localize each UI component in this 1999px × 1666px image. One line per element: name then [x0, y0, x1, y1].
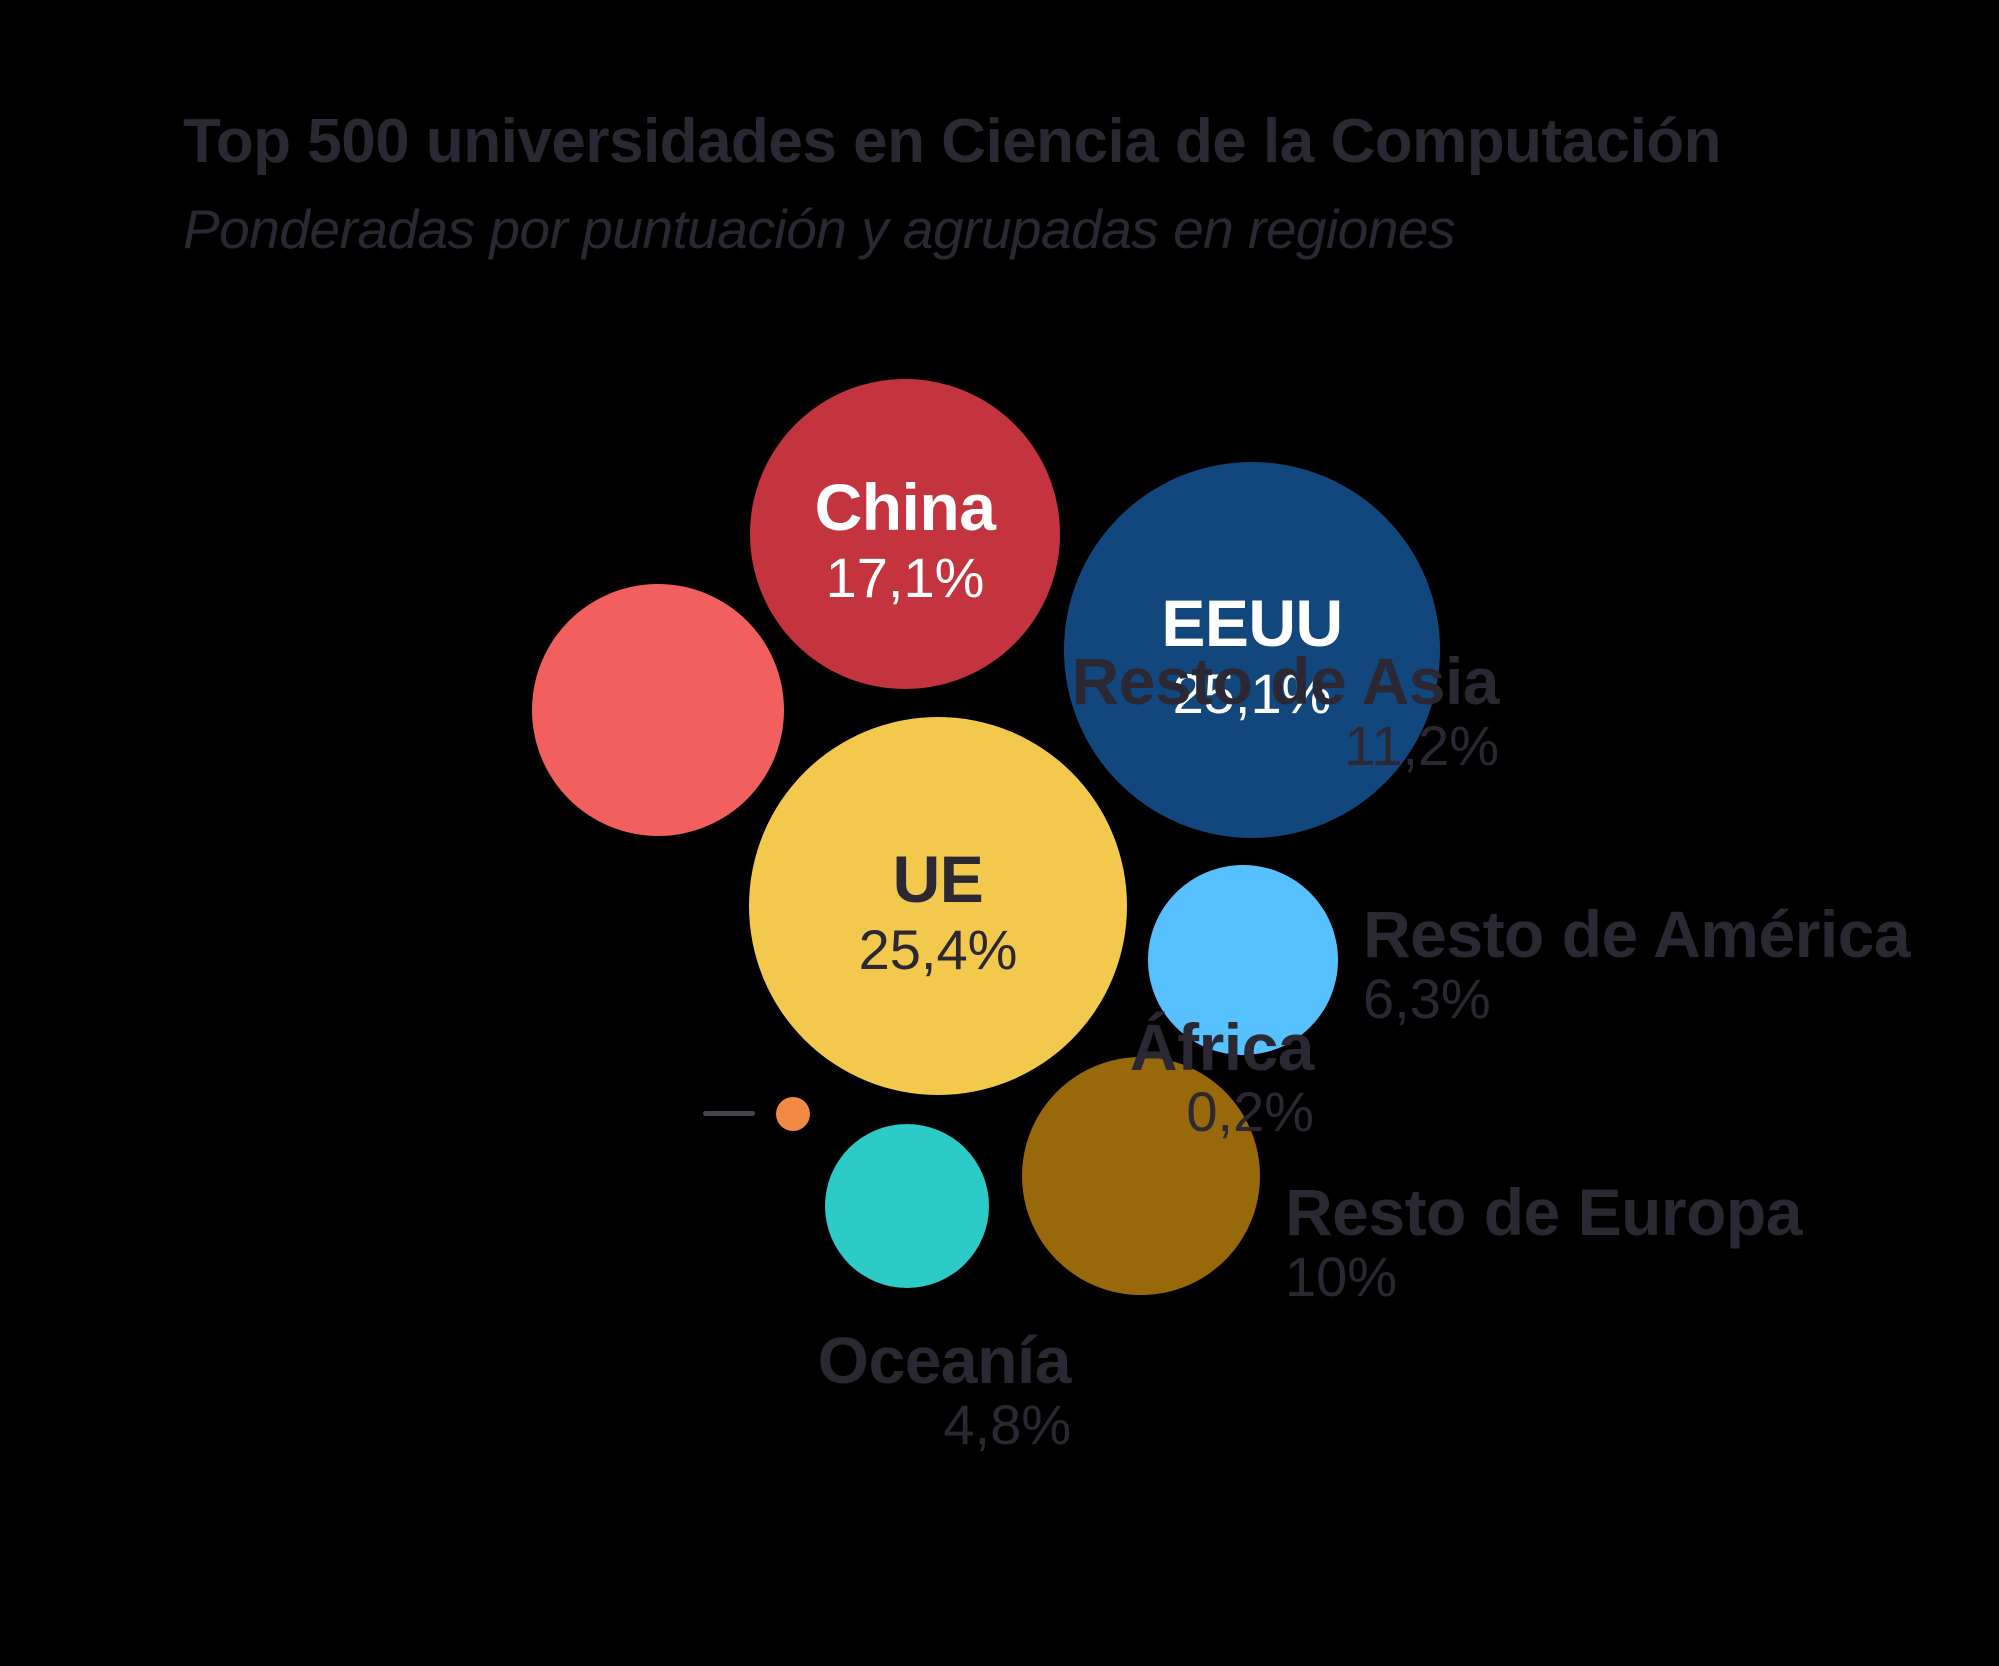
bubble-ue: UE 25,4%	[749, 717, 1127, 1095]
region-name-resto-de-america: Resto de América	[1363, 897, 1911, 971]
bubble-label-eeuu: EEUU 25,1%	[1161, 586, 1343, 725]
page-title: Top 500 universidades en Ciencia de la C…	[183, 107, 1722, 176]
region-pct-resto-de-europa: 10%	[1285, 1245, 1398, 1308]
region-label-resto-de-america: Resto de América 6,3%	[1363, 897, 1911, 1030]
bubble-china: China 17,1%	[750, 379, 1060, 689]
region-label-resto-de-europa: Resto de Europa 10%	[1285, 1179, 1802, 1305]
bubble-eeuu: EEUU 25,1%	[1064, 462, 1440, 838]
region-pct-resto-de-america: 6,3%	[1363, 967, 1491, 1030]
page-subtitle: Ponderadas por puntuación y agrupadas en…	[183, 198, 1456, 260]
region-pct-africa: 0,2%	[1186, 1080, 1314, 1143]
bubble-name-eeuu: EEUU	[1161, 586, 1343, 660]
bubble-resto-de-america	[1148, 865, 1338, 1055]
bubble-pct-ue: 25,4%	[858, 918, 1018, 981]
bubble-name-ue: UE	[892, 842, 984, 916]
bubble-label-china: China 17,1%	[815, 474, 996, 606]
bubble-pct-eeuu: 25,1%	[1172, 662, 1332, 725]
region-name-africa: África	[1129, 1010, 1315, 1084]
bubble-pct-china: 17,1%	[825, 546, 985, 609]
bubble-oceania	[825, 1124, 989, 1288]
region-pct-oceania: 4,8%	[943, 1393, 1071, 1456]
region-name-resto-de-asia: Resto de Asia	[1071, 644, 1499, 718]
region-name-oceania: Oceanía	[817, 1323, 1072, 1397]
region-label-resto-de-asia: Resto de Asia 11,2%	[1071, 648, 1499, 774]
region-pct-resto-de-asia: 11,2%	[1344, 714, 1499, 777]
region-name-resto-de-europa: Resto de Europa	[1285, 1175, 1802, 1249]
bubble-name-china: China	[814, 470, 996, 544]
region-label-oceania: Oceanía 4,8%	[817, 1323, 1072, 1456]
connector-line-africa	[703, 1111, 755, 1116]
bubble-africa	[776, 1097, 810, 1131]
region-label-africa: África 0,2%	[1129, 1010, 1315, 1143]
bubble-label-ue: UE 25,4%	[859, 846, 1018, 978]
bubble-resto-de-europa	[1022, 1057, 1260, 1295]
bubble-resto-de-asia	[532, 584, 784, 836]
